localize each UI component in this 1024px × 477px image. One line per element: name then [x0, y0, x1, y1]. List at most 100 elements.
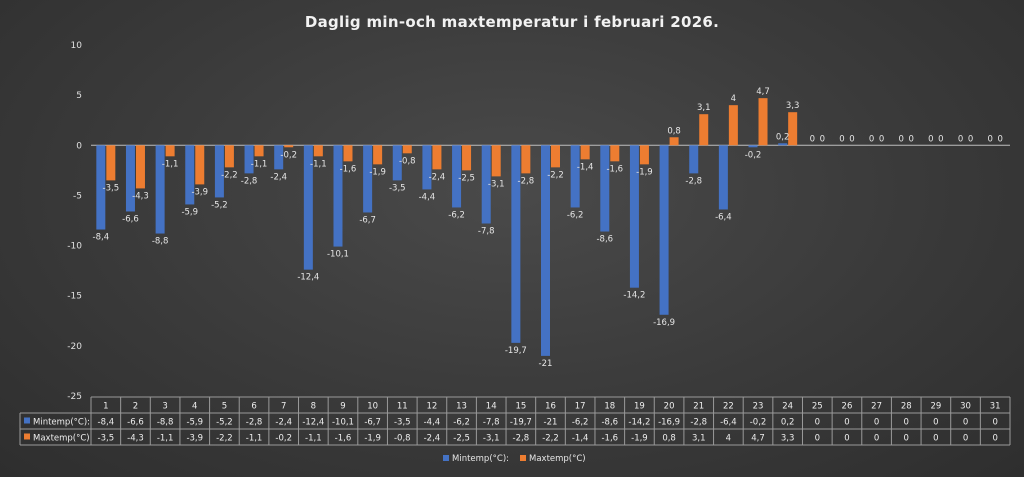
chart-title: Daglig min-och maxtemperatur i februari …	[305, 13, 719, 31]
x-category-label: 18	[604, 402, 615, 412]
table-cell-mintemp: -2,8	[246, 418, 263, 428]
x-category-label: 23	[753, 402, 764, 412]
bar-maxtemp	[284, 145, 294, 148]
x-category-label: 29	[930, 402, 941, 412]
data-label-mintemp: 0	[869, 134, 874, 144]
data-label-maxtemp: -2,2	[547, 170, 564, 180]
bar-maxtemp	[343, 145, 353, 162]
data-label-mintemp: 0	[987, 134, 992, 144]
data-label-mintemp: -7,8	[478, 227, 495, 237]
bar-maxtemp	[521, 145, 531, 174]
table-cell-mintemp: 0	[904, 418, 909, 428]
table-cell-mintemp: 0	[992, 418, 997, 428]
table-cell-maxtemp: -0,8	[394, 434, 411, 444]
table-cell-maxtemp: -1,9	[364, 434, 381, 444]
data-label-mintemp: -6,6	[122, 214, 139, 224]
table-cell-maxtemp: -1,6	[335, 434, 352, 444]
table-cell-mintemp: -21	[544, 418, 558, 428]
data-label-mintemp: 0	[899, 134, 904, 144]
table-cell-mintemp: -6,4	[720, 418, 737, 428]
data-label-maxtemp: 0	[849, 134, 854, 144]
table-cell-mintemp: -19,7	[510, 418, 532, 428]
table-cell-mintemp: -6,2	[572, 418, 589, 428]
data-label-maxtemp: -0,8	[399, 156, 416, 166]
x-category-label: 3	[162, 402, 167, 412]
bar-mintemp	[363, 145, 373, 213]
table-row-header-mintemp: Mintemp(°C):	[33, 418, 90, 428]
legend-label-mintemp: Mintemp(°C):	[452, 454, 509, 464]
table-cell-maxtemp: -0,2	[275, 434, 292, 444]
table-cell-mintemp: -0,2	[750, 418, 767, 428]
data-label-maxtemp: 0	[997, 134, 1002, 144]
table-cell-mintemp: -2,4	[275, 418, 292, 428]
data-label-mintemp: -6,7	[359, 215, 376, 225]
bar-maxtemp	[728, 105, 738, 146]
bar-mintemp	[659, 145, 669, 315]
data-label-maxtemp: -2,4	[429, 172, 446, 182]
data-label-maxtemp: -3,5	[103, 183, 120, 193]
x-category-label: 13	[456, 402, 467, 412]
data-label-maxtemp: -1,6	[606, 164, 623, 174]
table-cell-maxtemp: 4	[726, 434, 731, 444]
data-label-maxtemp: -2,5	[458, 173, 475, 183]
bar-mintemp	[748, 145, 758, 148]
table-cell-mintemp: -10,1	[332, 418, 354, 428]
x-category-label: 6	[251, 402, 256, 412]
legend-label-maxtemp: Maxtemp(°C)	[529, 454, 586, 464]
data-label-maxtemp: -2,2	[221, 170, 238, 180]
data-label-mintemp: -0,2	[745, 150, 762, 160]
bar-mintemp	[214, 145, 224, 198]
data-label-mintemp: -2,8	[241, 176, 258, 186]
data-label-maxtemp: 3,3	[786, 101, 800, 111]
bar-maxtemp	[313, 145, 323, 157]
data-label-maxtemp: -1,9	[369, 167, 386, 177]
bar-mintemp	[689, 145, 699, 174]
x-category-label: 15	[515, 402, 526, 412]
bar-mintemp	[778, 143, 788, 146]
table-cell-maxtemp: 0,8	[662, 434, 676, 444]
data-label-maxtemp: 0	[820, 134, 825, 144]
data-label-mintemp: 0,2	[776, 132, 790, 142]
x-category-label: 31	[990, 402, 1001, 412]
data-label-mintemp: -10,1	[327, 250, 349, 260]
y-tick-label: -20	[67, 342, 82, 352]
data-label-maxtemp: -1,6	[340, 164, 357, 174]
x-category-label: 24	[782, 402, 793, 412]
bar-maxtemp	[491, 145, 501, 177]
bar-mintemp	[600, 145, 610, 232]
bar-maxtemp	[195, 145, 205, 185]
x-category-label: 2	[133, 402, 138, 412]
data-label-maxtemp: 0	[909, 134, 914, 144]
data-label-mintemp: -8,4	[93, 233, 110, 243]
data-label-mintemp: -3,5	[389, 183, 406, 193]
table-cell-maxtemp: 0	[904, 434, 909, 444]
data-label-maxtemp: -1,4	[577, 162, 594, 172]
data-label-maxtemp: 0	[938, 134, 943, 144]
data-label-mintemp: -8,6	[596, 235, 613, 245]
x-category-label: 22	[723, 402, 734, 412]
x-category-label: 5	[222, 402, 227, 412]
y-tick-label: 5	[76, 91, 82, 101]
x-category-label: 30	[960, 402, 971, 412]
table-cell-mintemp: -7,8	[483, 418, 500, 428]
table-cell-maxtemp: -2,2	[216, 434, 233, 444]
data-label-maxtemp: 0	[968, 134, 973, 144]
bar-maxtemp	[165, 145, 175, 157]
table-cell-maxtemp: -1,1	[246, 434, 263, 444]
bar-mintemp	[629, 145, 639, 288]
data-label-mintemp: -14,2	[623, 291, 645, 301]
bar-maxtemp	[551, 145, 560, 168]
table-legend-key-mintemp	[24, 417, 30, 424]
y-tick-label: -25	[67, 392, 82, 402]
data-label-mintemp: 0	[810, 134, 815, 144]
x-category-label: 10	[367, 402, 378, 412]
table-cell-mintemp: -5,9	[186, 418, 203, 428]
data-label-mintemp: 0	[928, 134, 933, 144]
table-cell-mintemp: 0,2	[781, 418, 795, 428]
data-label-maxtemp: -1,1	[162, 159, 179, 169]
data-label-mintemp: -21	[539, 359, 553, 369]
data-label-mintemp: -16,9	[653, 318, 675, 328]
table-cell-maxtemp: -3,1	[483, 434, 500, 444]
data-label-maxtemp: -3,1	[488, 179, 505, 189]
